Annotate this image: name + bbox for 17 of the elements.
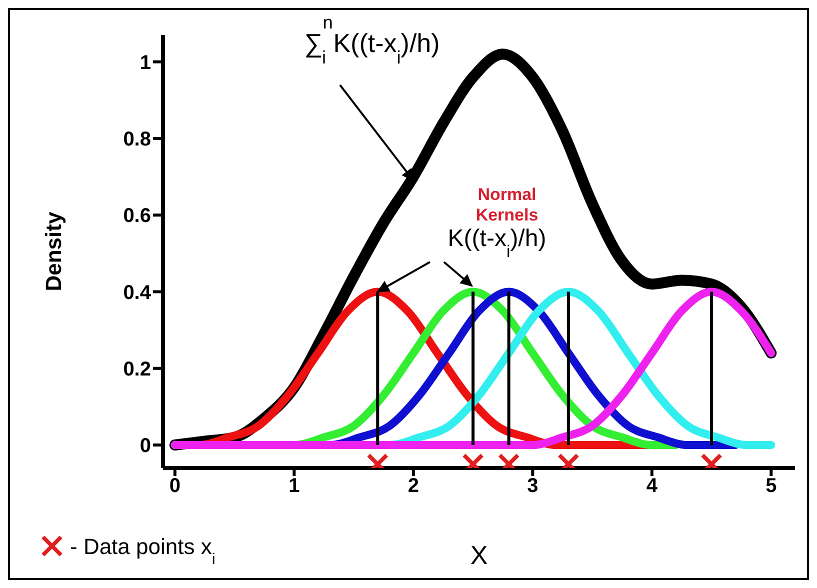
x-tick-label: 1 [288,475,300,498]
x-tick-label: 4 [646,475,658,498]
y-tick-label: 0.4 [123,282,152,304]
annotation: Normal Kernels [476,185,538,224]
y-tick-label: 0.6 [123,205,151,228]
x-axis-title: X [470,540,488,570]
y-tick-label: 0 [140,435,151,458]
x-tick-label: 2 [408,475,419,498]
y-axis-title: Density [40,211,66,292]
y-tick-label: 0.8 [123,128,151,151]
x-tick-label: 0 [169,475,180,498]
y-tick-label: 1 [140,52,151,74]
y-tick-label: 0.2 [123,358,151,380]
x-tick-label: 5 [766,475,777,498]
annotation: K((t-x$_{i}$)/h) [448,225,546,261]
x-tick-label: 3 [527,475,538,498]
legend-label: - Data points x$_{i}$ [70,534,216,568]
